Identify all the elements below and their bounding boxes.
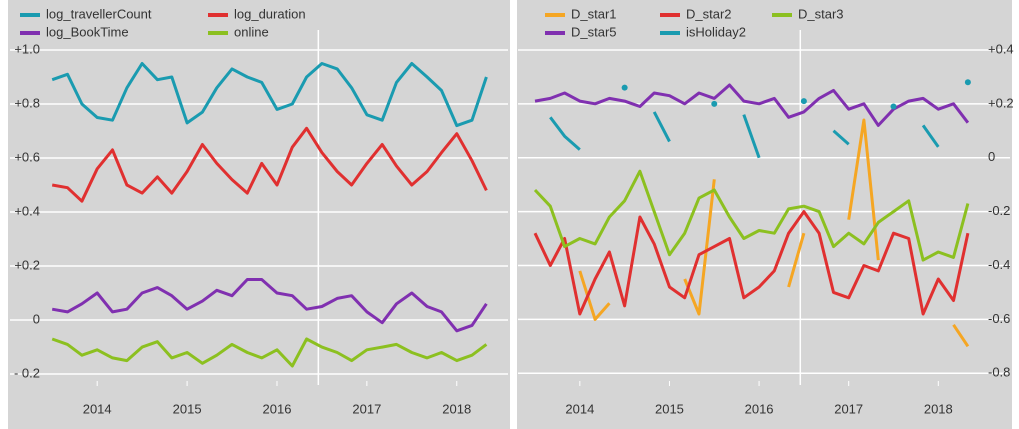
line xyxy=(51,337,488,368)
line xyxy=(51,62,488,128)
y-tick-label: -0.4 xyxy=(988,257,1010,272)
y-tick-label: +0.2 xyxy=(14,257,40,272)
point xyxy=(621,84,628,91)
legend-label: log_BookTime xyxy=(46,24,129,39)
legend-label: log_duration xyxy=(234,6,306,21)
line xyxy=(652,111,671,143)
line xyxy=(533,169,970,262)
legend-label: D_star1 xyxy=(571,6,617,21)
y-tick-label: +0.2 xyxy=(988,95,1014,110)
line xyxy=(787,232,806,288)
point xyxy=(964,79,971,86)
line xyxy=(683,179,716,316)
x-tick-label: 2018 xyxy=(924,401,953,416)
y-tick-label: -0.2 xyxy=(988,203,1010,218)
panel-background xyxy=(517,0,1012,429)
legend-label: log_travellerCount xyxy=(46,6,152,21)
line xyxy=(742,114,761,159)
point xyxy=(800,98,807,105)
x-tick-label: 2018 xyxy=(442,401,471,416)
line xyxy=(578,270,611,321)
y-tick-label: -0.6 xyxy=(988,311,1010,326)
x-tick-label: 2016 xyxy=(263,401,292,416)
point xyxy=(711,100,718,107)
x-tick-label: 2017 xyxy=(352,401,381,416)
legend-label: isHoliday2 xyxy=(686,24,746,39)
point xyxy=(890,103,897,110)
line xyxy=(51,126,488,203)
legend-label: D_star3 xyxy=(798,6,844,21)
line xyxy=(549,116,581,151)
legend-label: D_star2 xyxy=(686,6,732,21)
y-tick-label: -0.8 xyxy=(988,365,1010,380)
y-tick-label: +0.6 xyxy=(14,149,40,164)
y-tick-label: +0.4 xyxy=(988,41,1014,56)
line xyxy=(533,210,970,316)
line xyxy=(921,124,940,148)
line xyxy=(51,278,488,333)
y-tick-label: +0.8 xyxy=(14,95,40,110)
x-tick-label: 2014 xyxy=(83,401,112,416)
line xyxy=(832,129,850,146)
y-tick-label: +0.4 xyxy=(14,203,40,218)
y-tick-label: - 0.2 xyxy=(14,365,40,380)
line xyxy=(847,118,880,261)
panel-background xyxy=(8,0,510,429)
x-tick-label: 2015 xyxy=(173,401,202,416)
x-tick-label: 2016 xyxy=(745,401,774,416)
x-tick-label: 2014 xyxy=(565,401,594,416)
legend-label: D_star5 xyxy=(571,24,617,39)
x-tick-label: 2015 xyxy=(655,401,684,416)
x-tick-label: 2017 xyxy=(834,401,863,416)
y-tick-label: 0 xyxy=(988,149,995,164)
line xyxy=(952,323,970,348)
legend-label: online xyxy=(234,24,269,39)
y-tick-label: 0 xyxy=(33,311,40,326)
y-tick-label: +1.0 xyxy=(14,41,40,56)
